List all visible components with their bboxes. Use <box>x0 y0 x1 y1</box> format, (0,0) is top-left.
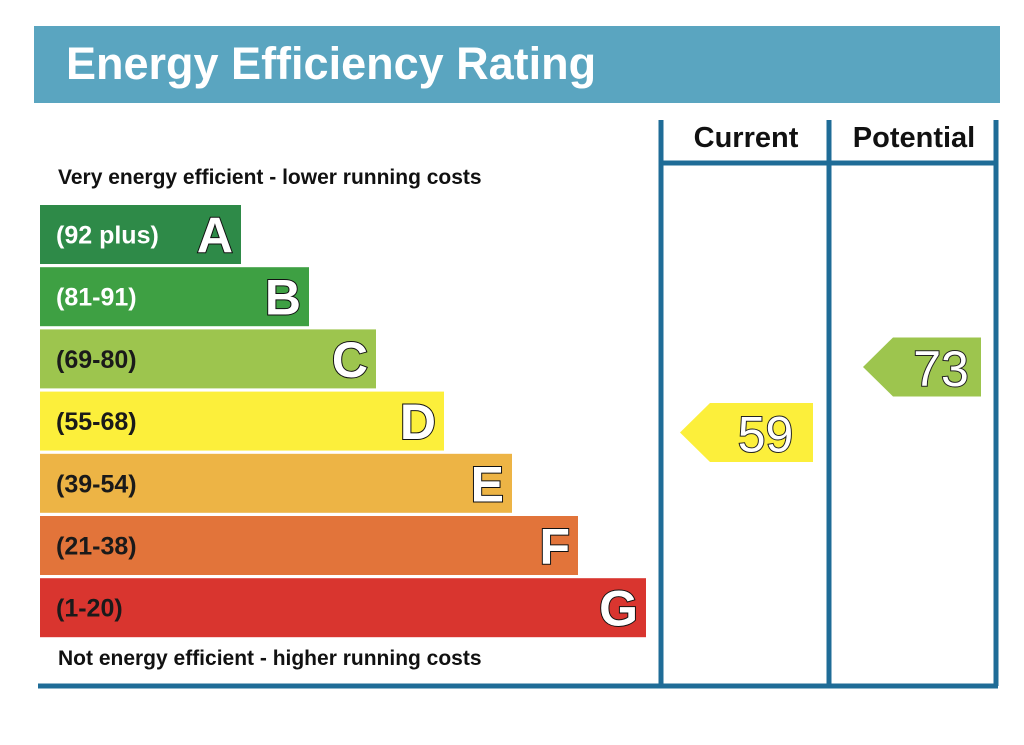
rating-value-potential: 73 <box>913 341 969 397</box>
band-bar-f <box>40 516 578 575</box>
band-letter-e: E <box>471 456 504 512</box>
band-letter-f: F <box>539 519 570 575</box>
band-range-label: (81-91) <box>56 284 137 312</box>
current-column-header: Current <box>693 122 799 154</box>
title-bar <box>34 26 1000 103</box>
potential-column-header: Potential <box>852 122 976 154</box>
band-range-label: (21-38) <box>56 533 137 561</box>
band-bar-g <box>40 578 646 638</box>
rating-arrow-current <box>680 402 813 462</box>
rating-value-current: 59 <box>738 406 794 462</box>
band-bar-b <box>40 267 309 327</box>
band-range-label: (1-20) <box>56 595 123 623</box>
band-range-label: (69-80) <box>56 346 137 374</box>
band-bar-d <box>40 391 444 451</box>
top-caption: Very energy efficient - lower running co… <box>58 166 482 189</box>
chart-title: Energy Efficiency Rating <box>66 38 597 89</box>
rating-arrow-potential <box>863 337 981 397</box>
band-range-label: (39-54) <box>56 470 137 498</box>
band-bar-c <box>40 329 376 389</box>
band-letter-d: D <box>400 394 436 450</box>
bottom-caption: Not energy efficient - higher running co… <box>58 647 482 670</box>
band-letter-c: C <box>332 332 368 388</box>
band-range-label: (92 plus) <box>56 222 159 250</box>
band-letter-g: G <box>599 581 638 637</box>
band-letter-b: B <box>265 270 301 326</box>
band-letter-a: A <box>197 208 233 264</box>
band-bar-a <box>40 205 241 264</box>
band-range-label: (55-68) <box>56 408 137 436</box>
band-bar-e <box>40 453 512 513</box>
